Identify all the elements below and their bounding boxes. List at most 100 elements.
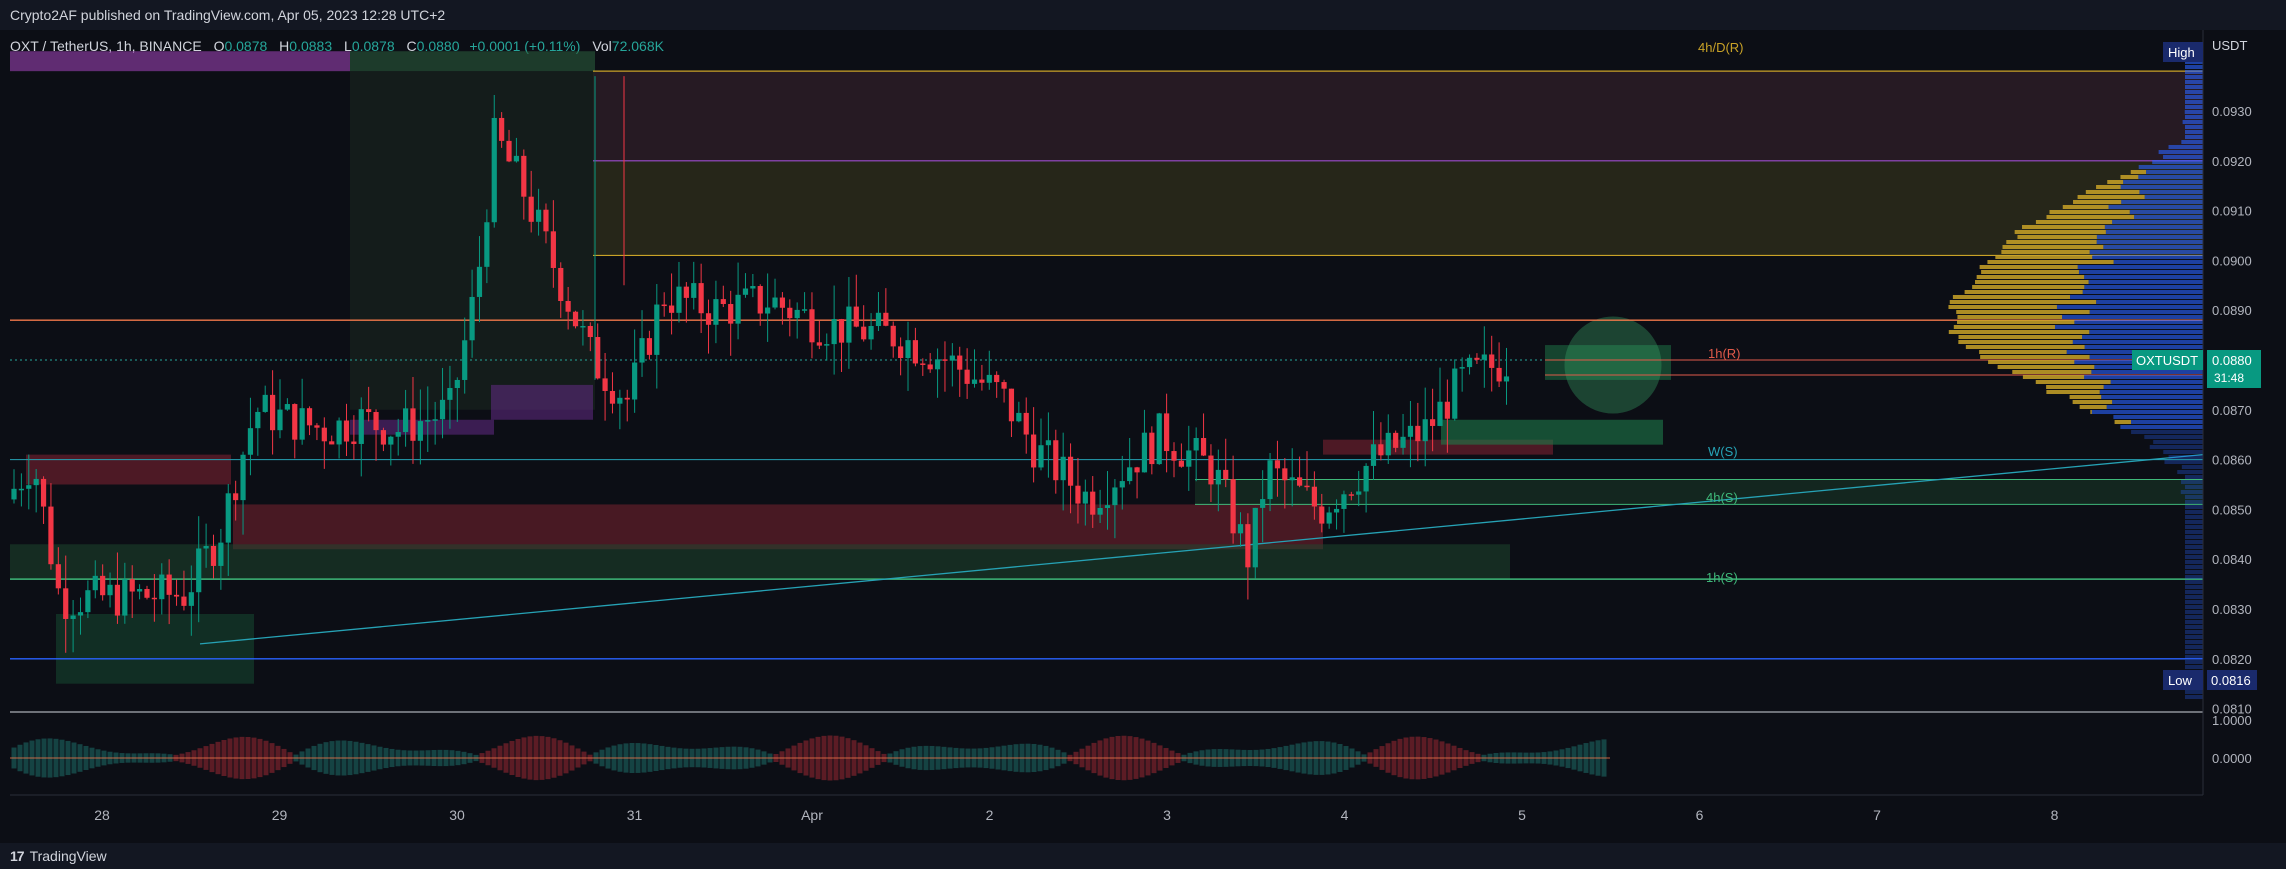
profile-bar-blue bbox=[2185, 115, 2203, 119]
candle-body bbox=[1356, 491, 1362, 495]
candle-body bbox=[40, 478, 47, 507]
candle-body bbox=[269, 394, 276, 431]
low-badge bbox=[2163, 670, 2203, 690]
candle-body bbox=[565, 301, 571, 312]
candle-body bbox=[986, 374, 992, 383]
candle-body bbox=[735, 294, 741, 324]
low-badge-label: Low bbox=[2168, 673, 2192, 688]
publish-header: Crypto2AF published on TradingView.com, … bbox=[0, 0, 2286, 30]
candle-body bbox=[824, 344, 830, 346]
profile-bar-blue bbox=[2077, 265, 2203, 269]
candle-body bbox=[1208, 455, 1214, 485]
candle-body bbox=[1245, 524, 1251, 568]
candle-body bbox=[292, 404, 298, 440]
candle-body bbox=[661, 304, 667, 307]
profile-bar-gold bbox=[1997, 365, 2095, 369]
profile-bar-blue bbox=[2185, 75, 2203, 79]
label-weekly-support: W(S) bbox=[1708, 444, 1738, 459]
price-tick: 0.0820 bbox=[2212, 652, 2252, 667]
candle-body bbox=[351, 441, 357, 444]
axes-layer: USDT 0.0930 0.0920 0.0910 0.0900 0.0890 0.087… bbox=[10, 30, 2252, 823]
profile-bar-blue bbox=[2089, 310, 2203, 314]
profile-bar-blue bbox=[2091, 370, 2203, 374]
profile-bar-gold bbox=[2049, 210, 2130, 214]
profile-bar-blue bbox=[2070, 295, 2203, 299]
candle-body bbox=[587, 325, 593, 338]
candle-body bbox=[558, 267, 564, 302]
symbol-title[interactable]: OXT / TetherUS, 1h, BINANCE bbox=[10, 38, 202, 54]
price-tick: 0.0930 bbox=[2212, 104, 2252, 119]
profile-bar-blue bbox=[2185, 545, 2203, 549]
profile-bar-gold bbox=[2120, 175, 2139, 179]
candle-body bbox=[181, 596, 187, 606]
candle-body bbox=[1016, 412, 1022, 422]
tradingview-logo-icon[interactable]: 17 bbox=[10, 848, 25, 864]
oscillator-tick: 1.0000 bbox=[2212, 713, 2252, 728]
profile-bar-gold bbox=[1956, 310, 2090, 314]
profile-bar-blue bbox=[2185, 560, 2203, 564]
highlight-circle bbox=[1564, 316, 1662, 414]
candle-body bbox=[668, 305, 675, 313]
candle-body bbox=[1415, 425, 1421, 442]
candles-layer bbox=[11, 76, 1510, 653]
high-badge-label: High bbox=[2168, 45, 2195, 60]
profile-bar-gold bbox=[2046, 390, 2100, 394]
change-value: +0.0001 (+0.11%) bbox=[469, 38, 581, 54]
candle-body bbox=[48, 506, 54, 565]
candle-body bbox=[439, 399, 446, 420]
profile-bar-gold bbox=[2130, 170, 2147, 174]
profile-bar-blue bbox=[2113, 260, 2203, 264]
candle-body bbox=[1031, 434, 1037, 468]
candle-body bbox=[299, 408, 305, 440]
candle-body bbox=[920, 363, 926, 365]
profile-bar-blue bbox=[2074, 320, 2203, 324]
candle-body bbox=[521, 155, 527, 197]
candle-body bbox=[905, 340, 911, 359]
profile-bar-blue bbox=[2054, 325, 2203, 329]
profile-bar-gold bbox=[1976, 275, 2085, 279]
candle-body bbox=[218, 542, 224, 566]
profile-bar-gold bbox=[1948, 330, 2090, 334]
profile-bar-blue bbox=[2185, 610, 2203, 614]
candle-body bbox=[602, 378, 608, 391]
price-tick: 0.0870 bbox=[2212, 403, 2252, 418]
candle-body bbox=[964, 369, 970, 384]
candle-body bbox=[1363, 465, 1369, 492]
candle-body bbox=[1430, 419, 1436, 426]
candle-body bbox=[1075, 485, 1081, 504]
green-zone-4h bbox=[1195, 479, 2203, 505]
candle-body bbox=[1230, 479, 1236, 534]
candle-body bbox=[55, 564, 61, 589]
candle-body bbox=[366, 409, 372, 413]
candle-body bbox=[321, 427, 327, 442]
candle-body bbox=[1141, 432, 1148, 473]
candle-body bbox=[410, 408, 416, 441]
candle-body bbox=[166, 574, 172, 595]
candle-body bbox=[868, 326, 874, 340]
profile-bar-gold bbox=[2085, 190, 2140, 194]
profile-bar-blue bbox=[2110, 380, 2203, 384]
profile-bar-blue bbox=[2185, 85, 2203, 89]
candle-body bbox=[122, 579, 128, 616]
time-tick: Apr bbox=[801, 807, 823, 823]
price-tick: 0.0920 bbox=[2212, 154, 2252, 169]
candle-body bbox=[1326, 512, 1332, 524]
candle-body bbox=[861, 326, 867, 340]
candle-body bbox=[100, 575, 106, 596]
profile-bar-gold bbox=[1972, 285, 2085, 289]
low-label: L bbox=[344, 38, 352, 54]
profile-bar-blue bbox=[2185, 95, 2203, 99]
candle-body bbox=[63, 588, 69, 619]
profile-bar-blue bbox=[2185, 635, 2203, 639]
candle-body bbox=[1385, 432, 1391, 456]
price-tick: 0.0890 bbox=[2212, 303, 2252, 318]
candle-body bbox=[1282, 468, 1288, 481]
volume-profile bbox=[1948, 60, 2203, 699]
profile-bar-blue bbox=[2185, 125, 2203, 129]
volume-label: Vol bbox=[592, 38, 612, 54]
footer-brand[interactable]: TradingView bbox=[29, 848, 107, 864]
candle-body bbox=[137, 588, 143, 592]
label-1h-resistance: 1h(R) bbox=[1708, 346, 1741, 361]
levels-layer bbox=[10, 70, 2204, 660]
profile-bar-blue bbox=[2158, 150, 2203, 154]
